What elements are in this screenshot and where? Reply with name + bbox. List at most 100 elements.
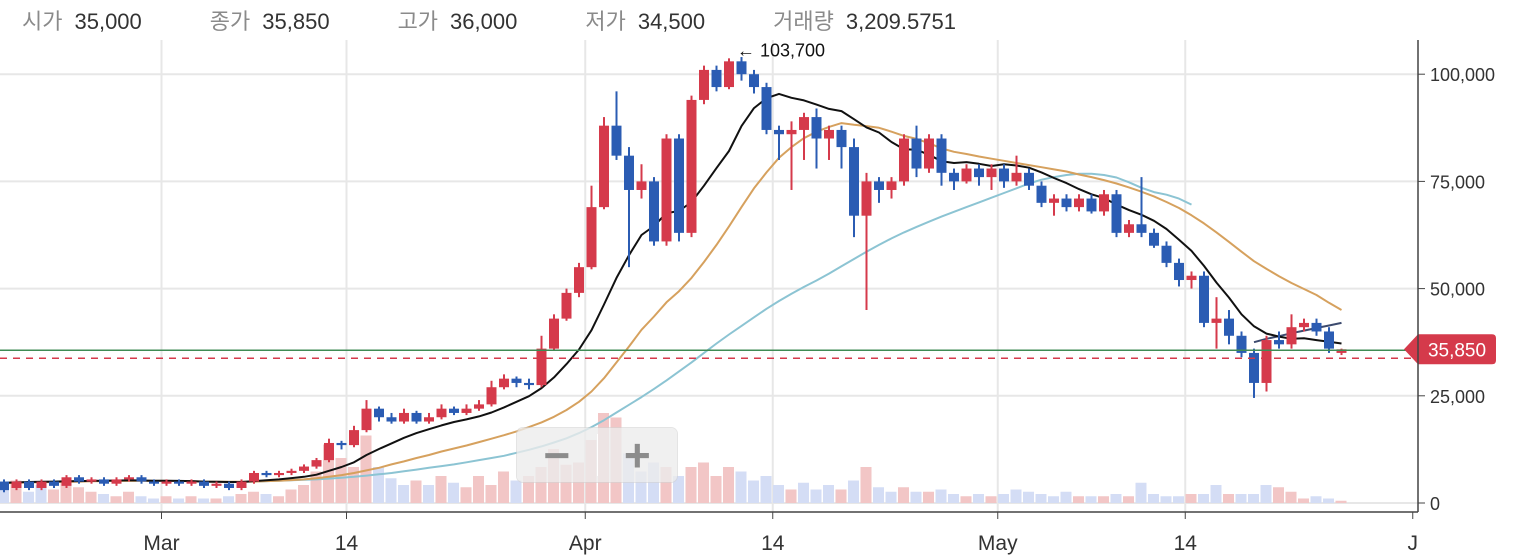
candle-body [1211, 318, 1222, 323]
candle-body [1099, 194, 1109, 212]
candle-body [724, 61, 734, 88]
volume-bar [673, 476, 684, 503]
candle-body [549, 318, 559, 349]
candle-body [974, 168, 984, 178]
volume-bar [185, 496, 197, 503]
candle-body [274, 472, 284, 476]
candle-body [774, 129, 784, 135]
candle-body [799, 117, 809, 130]
candle-body [299, 466, 309, 471]
candle-body [1236, 335, 1247, 353]
x-tick-label: Apr [569, 532, 602, 555]
candle-body [211, 483, 222, 486]
ohlc-high-value: 36,000 [450, 9, 518, 34]
volume-bar [748, 480, 759, 503]
candle-body [1174, 262, 1184, 281]
ohlc-summary: 시가 35,000 종가 35,850 고가 36,000 저가 34,500 … [0, 0, 1200, 40]
candle-body [711, 69, 722, 88]
candle-body [324, 442, 334, 461]
volume-bar [298, 485, 309, 503]
candle-body [61, 477, 72, 486]
volume-bar [1198, 494, 1209, 503]
y-tick-label: 50,000 [1430, 280, 1485, 300]
candle-body [1249, 352, 1259, 383]
volume-bar [1123, 496, 1134, 503]
volume-bar [385, 478, 397, 503]
x-tick-label: 14 [335, 532, 359, 555]
current-price-label: 35,850 [1428, 340, 1486, 361]
ohlc-close-value: 35,850 [262, 9, 330, 34]
candle-body [736, 61, 747, 75]
volume-bar [1148, 494, 1159, 503]
candle-body [1086, 198, 1097, 212]
candle-body [1186, 275, 1197, 281]
ohlc-open-value: 35,000 [74, 9, 142, 34]
candle-body [336, 442, 347, 446]
volume-bar [798, 482, 809, 503]
zoom-in-button[interactable]: + [623, 429, 651, 481]
candle-body [836, 129, 847, 148]
candle-body [499, 378, 509, 388]
candle-body [1299, 322, 1309, 328]
candle-body [136, 477, 147, 482]
candle-body [36, 481, 47, 488]
volume-bar [885, 491, 897, 503]
candle-body [624, 155, 634, 190]
ohlc-open-label: 시가 [22, 9, 63, 34]
x-tick-label: May [978, 532, 1018, 555]
volume-bar [148, 498, 159, 503]
candle-body [699, 69, 709, 100]
y-tick-label: 100,000 [1430, 65, 1495, 85]
candle-body [161, 481, 172, 484]
candle-body [561, 292, 572, 319]
ohlc-close: 종가 35,850 [210, 4, 330, 36]
candlesticks [0, 57, 1347, 493]
zoom-controls: − + [517, 428, 677, 482]
candle-body [124, 477, 134, 480]
ma-blue-line [253, 172, 1192, 483]
volume-bar [173, 498, 184, 503]
volume-bar [485, 485, 497, 503]
volume-bar [448, 482, 459, 503]
volume-bar [1273, 487, 1284, 503]
volume-bar [285, 489, 297, 503]
candle-body [986, 168, 997, 178]
y-tick-label: 0 [1430, 494, 1440, 514]
candle-body [874, 181, 884, 190]
volume-bar [735, 471, 747, 503]
volume-bar [10, 480, 22, 503]
volume-bar [1135, 482, 1147, 503]
volume-bar [760, 476, 772, 503]
candle-body [1336, 349, 1347, 353]
candle-body [761, 87, 772, 130]
volume-bar [310, 471, 322, 503]
candle-body [1124, 224, 1134, 233]
volume-bar [1048, 496, 1059, 503]
candle-body [24, 481, 34, 488]
volume-bar [160, 496, 172, 503]
candle-body [661, 138, 672, 242]
ohlc-volume: 거래량 3,209.5751 [773, 4, 956, 36]
candle-body [449, 408, 459, 413]
volume-bar [98, 494, 109, 503]
volume-bar [860, 467, 872, 503]
volume-bar [1310, 496, 1322, 503]
volume-bar [198, 498, 209, 503]
x-tick-label: 14 [1174, 532, 1198, 555]
volume-bar [60, 482, 72, 503]
candle-body [611, 125, 622, 156]
candle-body [111, 479, 122, 484]
candle-body [286, 470, 297, 473]
volume-bar [1223, 494, 1234, 503]
volume-bar [373, 467, 384, 503]
candle-body [674, 138, 684, 233]
zoom-divider [596, 434, 598, 476]
volume-bar [873, 487, 884, 503]
current-price-lines: 35,850 [0, 334, 1496, 365]
candle-body [536, 348, 547, 386]
volume-bar [210, 498, 222, 503]
volume-bar [1110, 494, 1122, 503]
zoom-out-button[interactable]: − [543, 429, 571, 481]
volume-bar [1235, 494, 1247, 503]
